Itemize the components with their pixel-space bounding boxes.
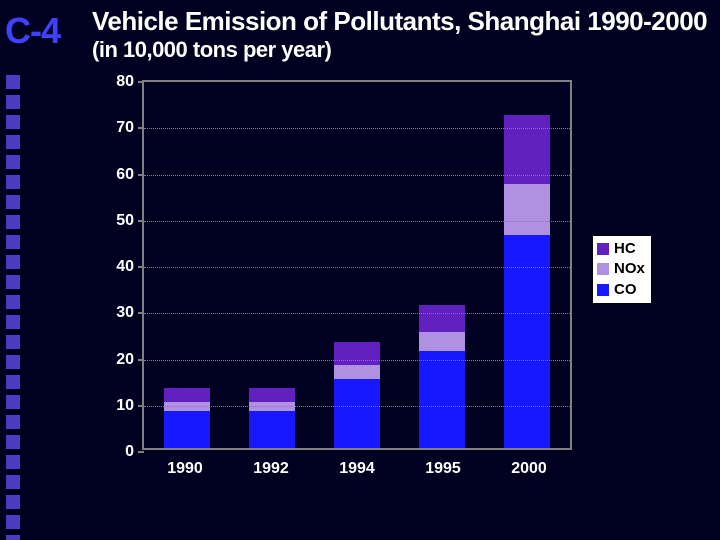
plot-area: 01020304050607080 bbox=[142, 80, 572, 450]
bar-segment-hc bbox=[334, 342, 380, 365]
bar-segment-co bbox=[334, 379, 380, 448]
y-tick-label: 50 bbox=[116, 212, 134, 230]
gridline bbox=[144, 267, 570, 268]
x-tick-label: 2000 bbox=[486, 460, 572, 478]
y-tick-label: 0 bbox=[125, 443, 134, 461]
y-tick-mark bbox=[138, 266, 144, 268]
bullet-square bbox=[6, 115, 20, 129]
bar-slot bbox=[314, 82, 399, 448]
legend-item: HC bbox=[597, 239, 645, 259]
y-tick-mark bbox=[138, 127, 144, 129]
gridline bbox=[144, 221, 570, 222]
gridline bbox=[144, 313, 570, 314]
y-tick-mark bbox=[138, 312, 144, 314]
legend-item: NOx bbox=[597, 259, 645, 279]
x-tick-label: 1995 bbox=[400, 460, 486, 478]
bar-segment-nox bbox=[419, 332, 465, 351]
title-subtitle: (in 10,000 tons per year) bbox=[92, 37, 707, 63]
bullet-square bbox=[6, 295, 20, 309]
bullet-square bbox=[6, 435, 20, 449]
bullet-square bbox=[6, 155, 20, 169]
bullet-square bbox=[6, 375, 20, 389]
gridline bbox=[144, 360, 570, 361]
bullet-square bbox=[6, 335, 20, 349]
x-axis-labels: 19901992199419952000 bbox=[142, 460, 572, 478]
y-tick-label: 30 bbox=[116, 304, 134, 322]
legend: HCNOxCO bbox=[592, 235, 652, 304]
y-tick-label: 40 bbox=[116, 258, 134, 276]
bar-stack bbox=[249, 388, 295, 448]
title-block: Vehicle Emission of Pollutants, Shanghai… bbox=[92, 6, 707, 63]
bar-segment-hc bbox=[419, 305, 465, 333]
x-tick-label: 1994 bbox=[314, 460, 400, 478]
gridline bbox=[144, 406, 570, 407]
y-tick-mark bbox=[138, 405, 144, 407]
bar-segment-co bbox=[249, 411, 295, 448]
bullet-square bbox=[6, 315, 20, 329]
bar-segment-co bbox=[419, 351, 465, 448]
y-tick-label: 60 bbox=[116, 166, 134, 184]
y-tick-label: 20 bbox=[116, 351, 134, 369]
bar-segment-hc bbox=[249, 388, 295, 402]
bullet-square bbox=[6, 495, 20, 509]
gridline bbox=[144, 175, 570, 176]
bar-segment-nox bbox=[334, 365, 380, 379]
bullet-square bbox=[6, 215, 20, 229]
y-tick-mark bbox=[138, 220, 144, 222]
emissions-chart: 01020304050607080 19901992199419952000 H… bbox=[92, 80, 682, 510]
bullet-square bbox=[6, 455, 20, 469]
y-tick-mark bbox=[138, 81, 144, 83]
bar-segment-nox bbox=[504, 184, 550, 235]
bullet-square bbox=[6, 415, 20, 429]
bar-segment-co bbox=[164, 411, 210, 448]
bar-segment-hc bbox=[164, 388, 210, 402]
slide-code: C-4 bbox=[5, 10, 60, 52]
bullet-square bbox=[6, 135, 20, 149]
decorative-bullet-column bbox=[6, 75, 20, 540]
x-tick-label: 1992 bbox=[228, 460, 314, 478]
bullet-square bbox=[6, 95, 20, 109]
gridline bbox=[144, 128, 570, 129]
legend-label: NOx bbox=[614, 259, 645, 279]
y-tick-label: 80 bbox=[116, 73, 134, 91]
bullet-square bbox=[6, 75, 20, 89]
x-tick-label: 1990 bbox=[142, 460, 228, 478]
bullet-square bbox=[6, 255, 20, 269]
bar-slot bbox=[229, 82, 314, 448]
legend-label: CO bbox=[614, 280, 637, 300]
bullet-square bbox=[6, 515, 20, 529]
bullet-square bbox=[6, 355, 20, 369]
bar-stack bbox=[334, 342, 380, 448]
bar-stack bbox=[419, 305, 465, 448]
bullet-square bbox=[6, 475, 20, 489]
bullet-square bbox=[6, 395, 20, 409]
legend-swatch bbox=[597, 284, 609, 296]
bar-slot bbox=[485, 82, 570, 448]
y-tick-label: 70 bbox=[116, 119, 134, 137]
y-tick-mark bbox=[138, 359, 144, 361]
bullet-square bbox=[6, 535, 20, 540]
y-tick-mark bbox=[138, 174, 144, 176]
title-main: Vehicle Emission of Pollutants, Shanghai… bbox=[92, 6, 707, 37]
bullet-square bbox=[6, 195, 20, 209]
bar-container bbox=[144, 82, 570, 448]
bullet-square bbox=[6, 275, 20, 289]
legend-label: HC bbox=[614, 239, 636, 259]
y-tick-mark bbox=[138, 451, 144, 453]
legend-item: CO bbox=[597, 280, 645, 300]
bar-slot bbox=[400, 82, 485, 448]
bullet-square bbox=[6, 175, 20, 189]
bar-stack bbox=[164, 388, 210, 448]
bullet-square bbox=[6, 235, 20, 249]
legend-swatch bbox=[597, 263, 609, 275]
y-tick-label: 10 bbox=[116, 397, 134, 415]
legend-swatch bbox=[597, 243, 609, 255]
bar-stack bbox=[504, 115, 550, 448]
bar-slot bbox=[144, 82, 229, 448]
